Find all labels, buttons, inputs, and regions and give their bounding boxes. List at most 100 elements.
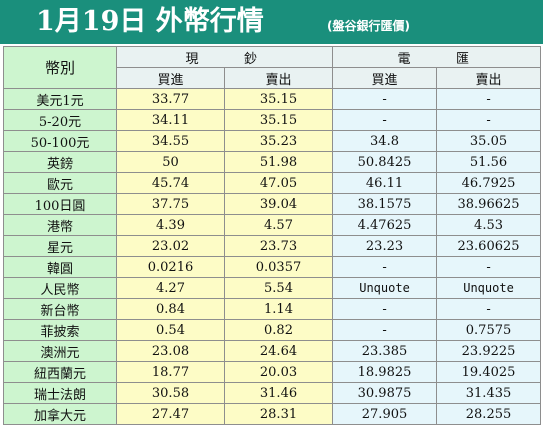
wire-sell-value: 51.56 (436, 151, 542, 173)
cash-buy-value: 37.75 (116, 193, 225, 215)
wire-sell-value: Unquote (436, 277, 542, 299)
wire-buy-value: 38.1575 (332, 193, 438, 215)
cash-buy-value: 23.02 (116, 235, 225, 257)
currency-name: 5-20元 (3, 109, 117, 131)
table-row: 50-100元 34.55 35.23 34.8 35.05 (3, 130, 542, 152)
cash-buy-value: 27.47 (116, 403, 225, 425)
currency-name: 韓圓 (3, 256, 117, 278)
page-subtitle: (盤谷銀行匯價) (327, 19, 410, 33)
table-row: 人民幣 4.27 5.54 Unquote Unquote (3, 277, 542, 299)
cash-buy-value: 50 (116, 151, 225, 173)
exchange-rate-table: 幣別 現 鈔 電 匯 買進 賣出 買進 賣出 美元1元 33.77 35.15- -5… (3, 46, 542, 425)
currency-name: 歐元 (3, 172, 117, 194)
cash-buy-value: 34.11 (116, 109, 225, 131)
table-subheader-row: 買進 賣出 買進 賣出 (4, 67, 542, 89)
currency-name: 加拿大元 (3, 403, 117, 425)
wire-buy-value: 50.8425 (332, 151, 438, 173)
cash-sell-value: 5.54 (223, 277, 334, 299)
cash-sell-value: 1.14 (223, 298, 334, 320)
currency-name: 英鎊 (3, 151, 117, 173)
wire-buy-value: Unquote (332, 277, 438, 299)
cash-buy-value: 18.77 (116, 361, 225, 383)
wire-buy-value: 27.905 (332, 403, 438, 425)
wire-buy-value: - (332, 298, 438, 320)
table-row: 5-20元 34.11 35.15- - (3, 109, 542, 131)
table-row: 港幣 4.39 4.57 4.47625 4.53 (3, 214, 542, 236)
table-row: 紐西蘭元 18.77 20.03 18.9825 19.4025 (3, 361, 542, 383)
table-row: 歐元 45.74 47.05 46.11 46.7925 (3, 172, 542, 194)
wire-sell-value: 0.7575 (436, 319, 542, 341)
wire-sell-value: 4.53 (436, 214, 542, 236)
wire-sell-value: 46.7925 (436, 172, 542, 194)
wire-buy-value: - (332, 109, 438, 131)
cash-buy-value: 33.77 (116, 88, 225, 110)
currency-name: 100日圓 (3, 193, 117, 215)
wire-sell-value: - (436, 109, 542, 131)
currency-name: 星元 (3, 235, 117, 257)
wire-buy-value: 23.385 (332, 340, 438, 362)
page-title: 1月19日 外幣行情 (36, 6, 264, 37)
currency-name: 人民幣 (3, 277, 117, 299)
cash-sell-header: 賣出 (223, 67, 334, 89)
wire-sell-value: 35.05 (436, 130, 542, 152)
wire-sell-value: 19.4025 (436, 361, 542, 383)
currency-name: 美元1元 (3, 88, 117, 110)
table-row: 瑞士法朗 30.58 31.46 30.9875 31.435 (3, 382, 542, 404)
cash-sell-value: 39.04 (223, 193, 334, 215)
table-row: 菲披索 0.54 0.82-0.7575 (3, 319, 542, 341)
header-banner: 1月19日 外幣行情 (盤谷銀行匯價) (0, 0, 543, 44)
currency-name: 瑞士法朗 (3, 382, 117, 404)
table-row: 新台幣 0.84 1.14- - (3, 298, 542, 320)
currency-name: 新台幣 (3, 298, 117, 320)
cash-buy-value: 23.08 (116, 340, 225, 362)
cash-sell-value: 23.73 (223, 235, 334, 257)
cash-buy-value: 4.39 (116, 214, 225, 236)
wire-buy-value: 46.11 (332, 172, 438, 194)
wire-buy-value: 4.47625 (332, 214, 438, 236)
cash-sell-value: 28.31 (223, 403, 334, 425)
cash-sell-value: 47.05 (223, 172, 334, 194)
wire-group-header: 電 匯 (332, 46, 542, 68)
cash-sell-value: 0.0357 (223, 256, 334, 278)
wire-sell-value: - (436, 298, 542, 320)
table-row: 加拿大元 27.47 28.31 27.905 28.255 (3, 403, 542, 425)
cash-buy-value: 0.0216 (116, 256, 225, 278)
table-body: 美元1元 33.77 35.15- -5-20元 34.11 35.15- -50-100元… (3, 88, 542, 425)
cash-sell-value: 31.46 (223, 382, 334, 404)
wire-buy-value: - (332, 88, 438, 110)
cash-buy-value: 30.58 (116, 382, 225, 404)
currency-name: 紐西蘭元 (3, 361, 117, 383)
cash-sell-value: 35.15 (223, 88, 334, 110)
cash-buy-value: 4.27 (116, 277, 225, 299)
wire-sell-value: 28.255 (436, 403, 542, 425)
cash-sell-value: 24.64 (223, 340, 334, 362)
wire-buy-value: 23.23 (332, 235, 438, 257)
wire-sell-value: 23.60625 (436, 235, 542, 257)
wire-buy-value: - (332, 256, 438, 278)
currency-name: 澳洲元 (3, 340, 117, 362)
cash-sell-value: 51.98 (223, 151, 334, 173)
wire-sell-header: 賣出 (436, 67, 542, 89)
cash-buy-value: 0.54 (116, 319, 225, 341)
wire-buy-value: 18.9825 (332, 361, 438, 383)
cash-buy-header: 買進 (116, 67, 225, 89)
currency-column-header: 幣別 (3, 46, 117, 89)
wire-buy-value: - (332, 319, 438, 341)
table-row: 韓圓 0.0216 0.0357- - (3, 256, 542, 278)
cash-sell-value: 20.03 (223, 361, 334, 383)
table-row: 澳洲元 23.08 24.64 23.385 23.9225 (3, 340, 542, 362)
table-row: 100日圓 37.75 39.04 38.1575 38.96625 (3, 193, 542, 215)
cash-buy-value: 0.84 (116, 298, 225, 320)
wire-buy-value: 34.8 (332, 130, 438, 152)
currency-name: 菲披索 (3, 319, 117, 341)
table-group-header-row: 幣別 現 鈔 電 匯 (3, 46, 542, 89)
wire-sell-value: 31.435 (436, 382, 542, 404)
cash-buy-value: 34.55 (116, 130, 225, 152)
wire-sell-value: - (436, 88, 542, 110)
table-row: 美元1元 33.77 35.15- - (3, 88, 542, 110)
currency-name: 50-100元 (3, 130, 117, 152)
wire-buy-value: 30.9875 (332, 382, 438, 404)
currency-name: 港幣 (3, 214, 117, 236)
cash-sell-value: 35.15 (223, 109, 334, 131)
